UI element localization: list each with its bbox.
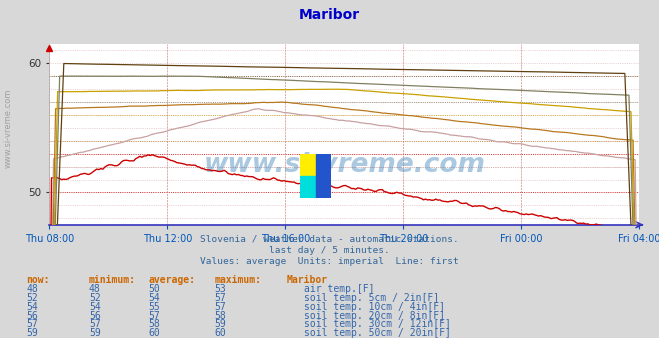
Text: 57: 57 xyxy=(89,319,101,330)
Text: Values: average  Units: imperial  Line: first: Values: average Units: imperial Line: fi… xyxy=(200,257,459,266)
Text: 60: 60 xyxy=(148,328,160,338)
Text: 53: 53 xyxy=(214,284,226,294)
Text: 54: 54 xyxy=(89,302,101,312)
Text: 57: 57 xyxy=(214,302,226,312)
Text: maximum:: maximum: xyxy=(214,275,261,286)
Text: 48: 48 xyxy=(89,284,101,294)
Text: 50: 50 xyxy=(148,284,160,294)
Text: 59: 59 xyxy=(89,328,101,338)
Text: soil temp. 5cm / 2in[F]: soil temp. 5cm / 2in[F] xyxy=(304,293,440,303)
Text: 59: 59 xyxy=(26,328,38,338)
Text: Maribor: Maribor xyxy=(287,275,328,286)
Text: 54: 54 xyxy=(26,302,38,312)
Text: 58: 58 xyxy=(148,319,160,330)
Text: air temp.[F]: air temp.[F] xyxy=(304,284,375,294)
Text: soil temp. 30cm / 12in[F]: soil temp. 30cm / 12in[F] xyxy=(304,319,451,330)
Text: Slovenia / weather data - automatic stations.: Slovenia / weather data - automatic stat… xyxy=(200,235,459,244)
Text: 52: 52 xyxy=(26,293,38,303)
Text: last day / 5 minutes.: last day / 5 minutes. xyxy=(269,246,390,255)
Polygon shape xyxy=(300,154,316,176)
Text: 55: 55 xyxy=(148,302,160,312)
Text: minimum:: minimum: xyxy=(89,275,136,286)
Text: 56: 56 xyxy=(89,311,101,321)
Polygon shape xyxy=(300,176,316,198)
Text: soil temp. 50cm / 20in[F]: soil temp. 50cm / 20in[F] xyxy=(304,328,451,338)
Text: average:: average: xyxy=(148,275,195,286)
Text: www.si-vreme.com: www.si-vreme.com xyxy=(204,152,485,178)
Text: 57: 57 xyxy=(26,319,38,330)
Text: 48: 48 xyxy=(26,284,38,294)
Text: 59: 59 xyxy=(214,319,226,330)
Text: soil temp. 10cm / 4in[F]: soil temp. 10cm / 4in[F] xyxy=(304,302,445,312)
Text: 57: 57 xyxy=(214,293,226,303)
Polygon shape xyxy=(316,154,331,198)
Text: 60: 60 xyxy=(214,328,226,338)
Text: 58: 58 xyxy=(214,311,226,321)
Text: 56: 56 xyxy=(26,311,38,321)
Text: 52: 52 xyxy=(89,293,101,303)
Text: 54: 54 xyxy=(148,293,160,303)
Text: www.si-vreme.com: www.si-vreme.com xyxy=(3,89,13,168)
Text: Maribor: Maribor xyxy=(299,8,360,22)
Text: now:: now: xyxy=(26,275,50,286)
Text: soil temp. 20cm / 8in[F]: soil temp. 20cm / 8in[F] xyxy=(304,311,445,321)
Text: 57: 57 xyxy=(148,311,160,321)
